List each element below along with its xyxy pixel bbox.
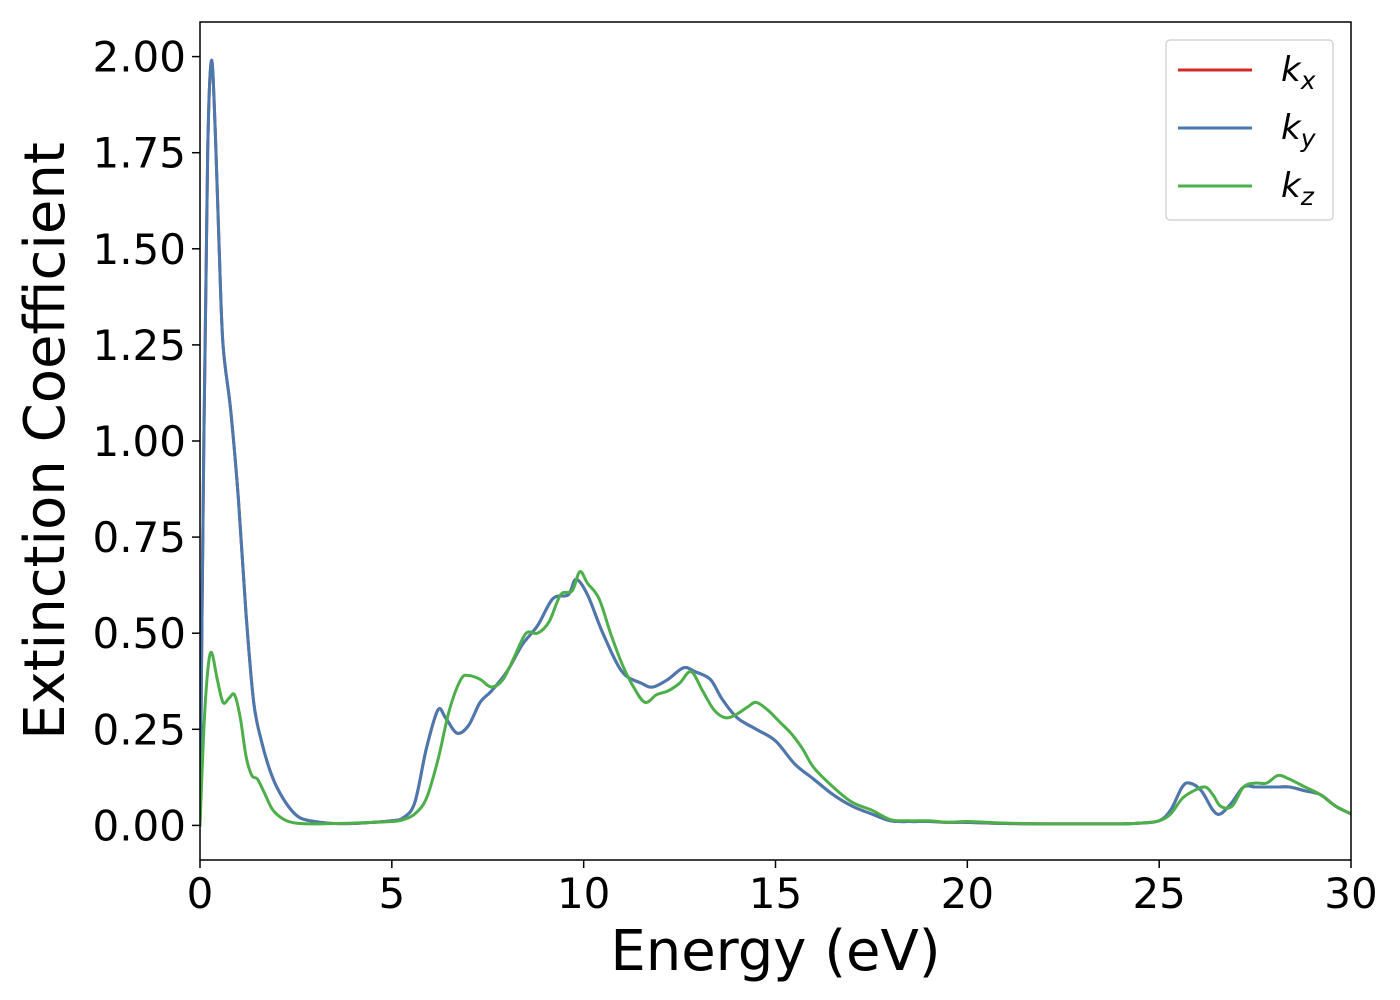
y-tick-label: 0.00 — [92, 801, 186, 850]
legend-label-kx: kx — [1281, 50, 1316, 95]
y-axis-label: Extinction Coefficient — [13, 142, 78, 740]
x-tick-label: 10 — [557, 869, 610, 918]
legend-box — [1165, 39, 1334, 221]
y-tick-label: 1.25 — [92, 321, 186, 370]
x-tick-label: 0 — [187, 869, 214, 918]
y-tick-label: 0.50 — [92, 609, 186, 658]
x-axis-label: Energy (eV) — [610, 919, 940, 984]
series-layer — [200, 58, 1351, 827]
y-tick-label: 0.75 — [92, 513, 186, 562]
series-line-ky — [200, 58, 1351, 827]
series-line-kz — [200, 570, 1351, 827]
y-tick-label: 1.75 — [92, 129, 186, 178]
y-tick-label: 0.25 — [92, 705, 186, 754]
y-tick-label: 2.00 — [92, 33, 186, 82]
x-tick-label: 30 — [1324, 869, 1377, 918]
legend-label-ky: ky — [1281, 108, 1317, 153]
y-axis: 0.00 0.25 0.50 0.75 1.00 1.25 1.50 1.75 2.00 — [92, 33, 200, 850]
x-tick-label: 15 — [749, 869, 802, 918]
legend: kx ky kz — [1165, 39, 1334, 221]
y-tick-label: 1.50 — [92, 225, 186, 274]
x-tick-label: 25 — [1132, 869, 1185, 918]
x-tick-label: 5 — [378, 869, 405, 918]
y-tick-label: 1.00 — [92, 417, 186, 466]
x-axis: 0 5 10 15 20 25 30 — [187, 860, 1378, 918]
legend-label-kz: kz — [1281, 166, 1315, 211]
x-tick-label: 20 — [941, 869, 994, 918]
